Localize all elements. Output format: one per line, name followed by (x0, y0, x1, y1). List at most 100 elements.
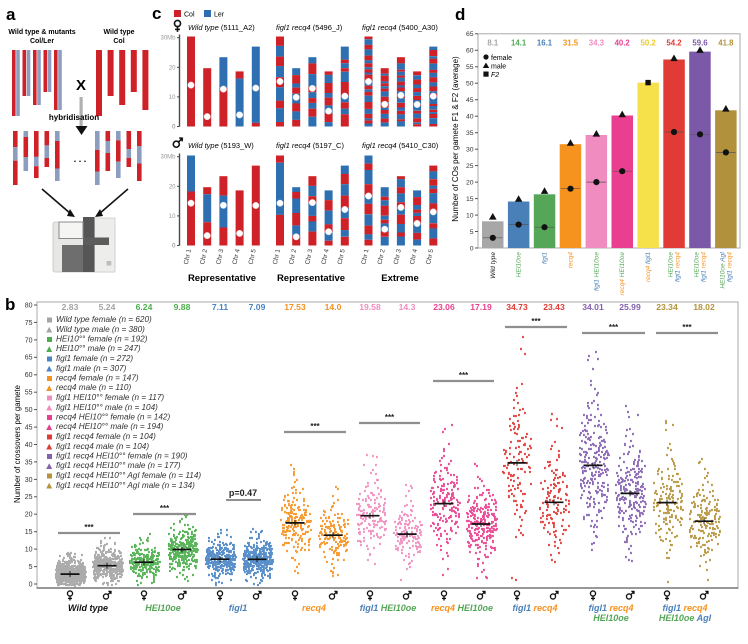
svg-text:Chr 4: Chr 4 (320, 248, 330, 265)
svg-text:10: 10 (25, 547, 33, 554)
svg-text:recq4 HEI10°° male (n = 194): recq4 HEI10°° male (n = 194) (56, 422, 164, 431)
svg-text:d: d (455, 5, 465, 24)
svg-text:figl1 HEI10oe: figl1 HEI10oe (360, 603, 417, 613)
svg-text:HEI10oe: HEI10oe (694, 252, 701, 278)
svg-text:Extreme: Extreme (381, 273, 419, 284)
svg-text:Wild type (5193_W): Wild type (5193_W) (188, 141, 254, 150)
svg-text:14.1: 14.1 (511, 39, 527, 48)
svg-text:Chr 4: Chr 4 (409, 248, 419, 265)
svg-text:hybridisation: hybridisation (49, 113, 99, 122)
svg-text:5.24: 5.24 (99, 302, 116, 312)
svg-text:Chr 5: Chr 5 (425, 248, 435, 265)
svg-text:25: 25 (25, 494, 33, 501)
svg-text:***: *** (160, 504, 170, 513)
svg-text:Number of crossovers per gamet: Number of crossovers per gamete (13, 385, 22, 503)
svg-text:***: *** (459, 371, 469, 380)
svg-text:Ler: Ler (214, 12, 225, 19)
svg-text:20: 20 (466, 179, 474, 186)
svg-text:35: 35 (466, 130, 474, 137)
svg-text:65: 65 (25, 355, 33, 362)
svg-text:HEI10oe AgI: HEI10oe AgI (659, 613, 712, 623)
svg-text:figl1 recq4 female (n = 104): figl1 recq4 female (n = 104) (56, 432, 156, 441)
svg-text:Chr 1: Chr 1 (183, 248, 193, 265)
svg-text:18.02: 18.02 (693, 302, 715, 312)
svg-text:Representative: Representative (277, 273, 345, 284)
svg-text:figl1 HEI10°° male (n = 104): figl1 HEI10°° male (n = 104) (56, 403, 158, 412)
svg-text:figl1 recq4: figl1 recq4 (726, 252, 733, 282)
svg-text:70: 70 (25, 337, 33, 344)
svg-text:30Mb: 30Mb (160, 155, 176, 161)
svg-text:40: 40 (466, 114, 474, 121)
svg-text:60: 60 (466, 48, 474, 55)
svg-text:figl1 recq4 (5400_A30): figl1 recq4 (5400_A30) (362, 23, 438, 32)
svg-text:figl1 recq4: figl1 recq4 (701, 252, 708, 282)
svg-text:recq4 HEI10oe: recq4 HEI10oe (619, 252, 626, 296)
svg-text:figl1 recq4: figl1 recq4 (512, 603, 557, 613)
svg-text:HEI10°° female (n = 192): HEI10°° female (n = 192) (56, 335, 148, 344)
svg-text:figl1 recq4 (5197_C): figl1 recq4 (5197_C) (276, 141, 344, 150)
svg-text:34.01: 34.01 (582, 302, 604, 312)
svg-text:Chr 3: Chr 3 (304, 248, 314, 265)
svg-text:30: 30 (25, 477, 33, 484)
svg-text:recq4: recq4 (568, 252, 575, 269)
svg-text:19.58: 19.58 (359, 302, 381, 312)
svg-text:65: 65 (466, 31, 474, 38)
svg-text:9.88: 9.88 (174, 302, 191, 312)
svg-text:recq4 female (n = 147): recq4 female (n = 147) (56, 374, 139, 383)
svg-text:HEI10oe: HEI10oe (593, 613, 629, 623)
svg-text:Wild type (5111_A2): Wild type (5111_A2) (188, 23, 255, 32)
svg-text:25.99: 25.99 (619, 302, 641, 312)
svg-text:23.43: 23.43 (543, 302, 565, 312)
svg-text:0: 0 (172, 125, 176, 131)
svg-text:Wild type: Wild type (103, 29, 134, 36)
svg-text:17.19: 17.19 (470, 302, 492, 312)
svg-text:10: 10 (466, 212, 474, 219)
svg-text:Chr 3: Chr 3 (215, 248, 225, 265)
svg-text:0: 0 (29, 581, 33, 588)
svg-text:figl1 recq4 HEI10°° AgI male (: figl1 recq4 HEI10°° AgI male (n = 134) (56, 481, 195, 490)
svg-text:Chr 4: Chr 4 (231, 248, 241, 265)
svg-text:recq4: recq4 (302, 603, 326, 613)
svg-text:40.2: 40.2 (615, 39, 631, 48)
svg-text:0: 0 (172, 244, 176, 250)
svg-text:figl1: figl1 (229, 603, 248, 613)
svg-text:17.53: 17.53 (284, 302, 306, 312)
svg-text:7.11: 7.11 (212, 302, 228, 312)
svg-text:23.06: 23.06 (433, 302, 455, 312)
svg-text:figl1 recq4 HEI10°° female (n: figl1 recq4 HEI10°° female (n = 190) (56, 452, 188, 461)
svg-text:50.2: 50.2 (641, 39, 657, 48)
svg-text:50: 50 (466, 81, 474, 88)
svg-text:Chr 1: Chr 1 (360, 248, 370, 265)
svg-text:45: 45 (466, 97, 474, 104)
svg-text:HEI10oe AgI: HEI10oe AgI (719, 252, 726, 289)
svg-text:75: 75 (25, 320, 33, 327)
svg-text:F2: F2 (491, 72, 499, 79)
svg-text:figl1 recq4: figl1 recq4 (662, 603, 707, 613)
svg-text:60: 60 (25, 372, 33, 379)
svg-text:Chr 2: Chr 2 (288, 248, 298, 265)
svg-text:34.3: 34.3 (589, 39, 605, 48)
svg-text:***: *** (609, 323, 619, 332)
svg-text:***: *** (84, 523, 94, 532)
svg-text:HEI10oe: HEI10oe (516, 252, 523, 278)
svg-text:. . .: . . . (74, 154, 87, 164)
svg-text:7.09: 7.09 (249, 302, 266, 312)
svg-text:male: male (491, 64, 506, 71)
svg-text:59.6: 59.6 (692, 39, 708, 48)
svg-text:HEI10oe: HEI10oe (145, 603, 181, 613)
svg-text:55: 55 (25, 390, 33, 397)
svg-text:Wild type: Wild type (490, 252, 497, 279)
svg-text:***: *** (310, 422, 320, 431)
svg-text:figl1 recq4: figl1 recq4 (588, 603, 633, 613)
svg-text:***: *** (385, 413, 395, 422)
svg-text:34.73: 34.73 (506, 302, 528, 312)
svg-text:HEI10oe: HEI10oe (668, 252, 675, 278)
svg-text:Chr 1: Chr 1 (272, 248, 282, 265)
svg-text:50: 50 (25, 407, 33, 414)
svg-text:30: 30 (466, 147, 474, 154)
svg-text:figl1 recq4 HEI10°° male (n =: figl1 recq4 HEI10°° male (n = 177) (56, 461, 181, 470)
svg-text:41.8: 41.8 (718, 39, 734, 48)
svg-text:14.0: 14.0 (325, 302, 342, 312)
svg-text:16.1: 16.1 (537, 39, 553, 48)
svg-text:recq4 male (n = 110): recq4 male (n = 110) (56, 383, 131, 392)
